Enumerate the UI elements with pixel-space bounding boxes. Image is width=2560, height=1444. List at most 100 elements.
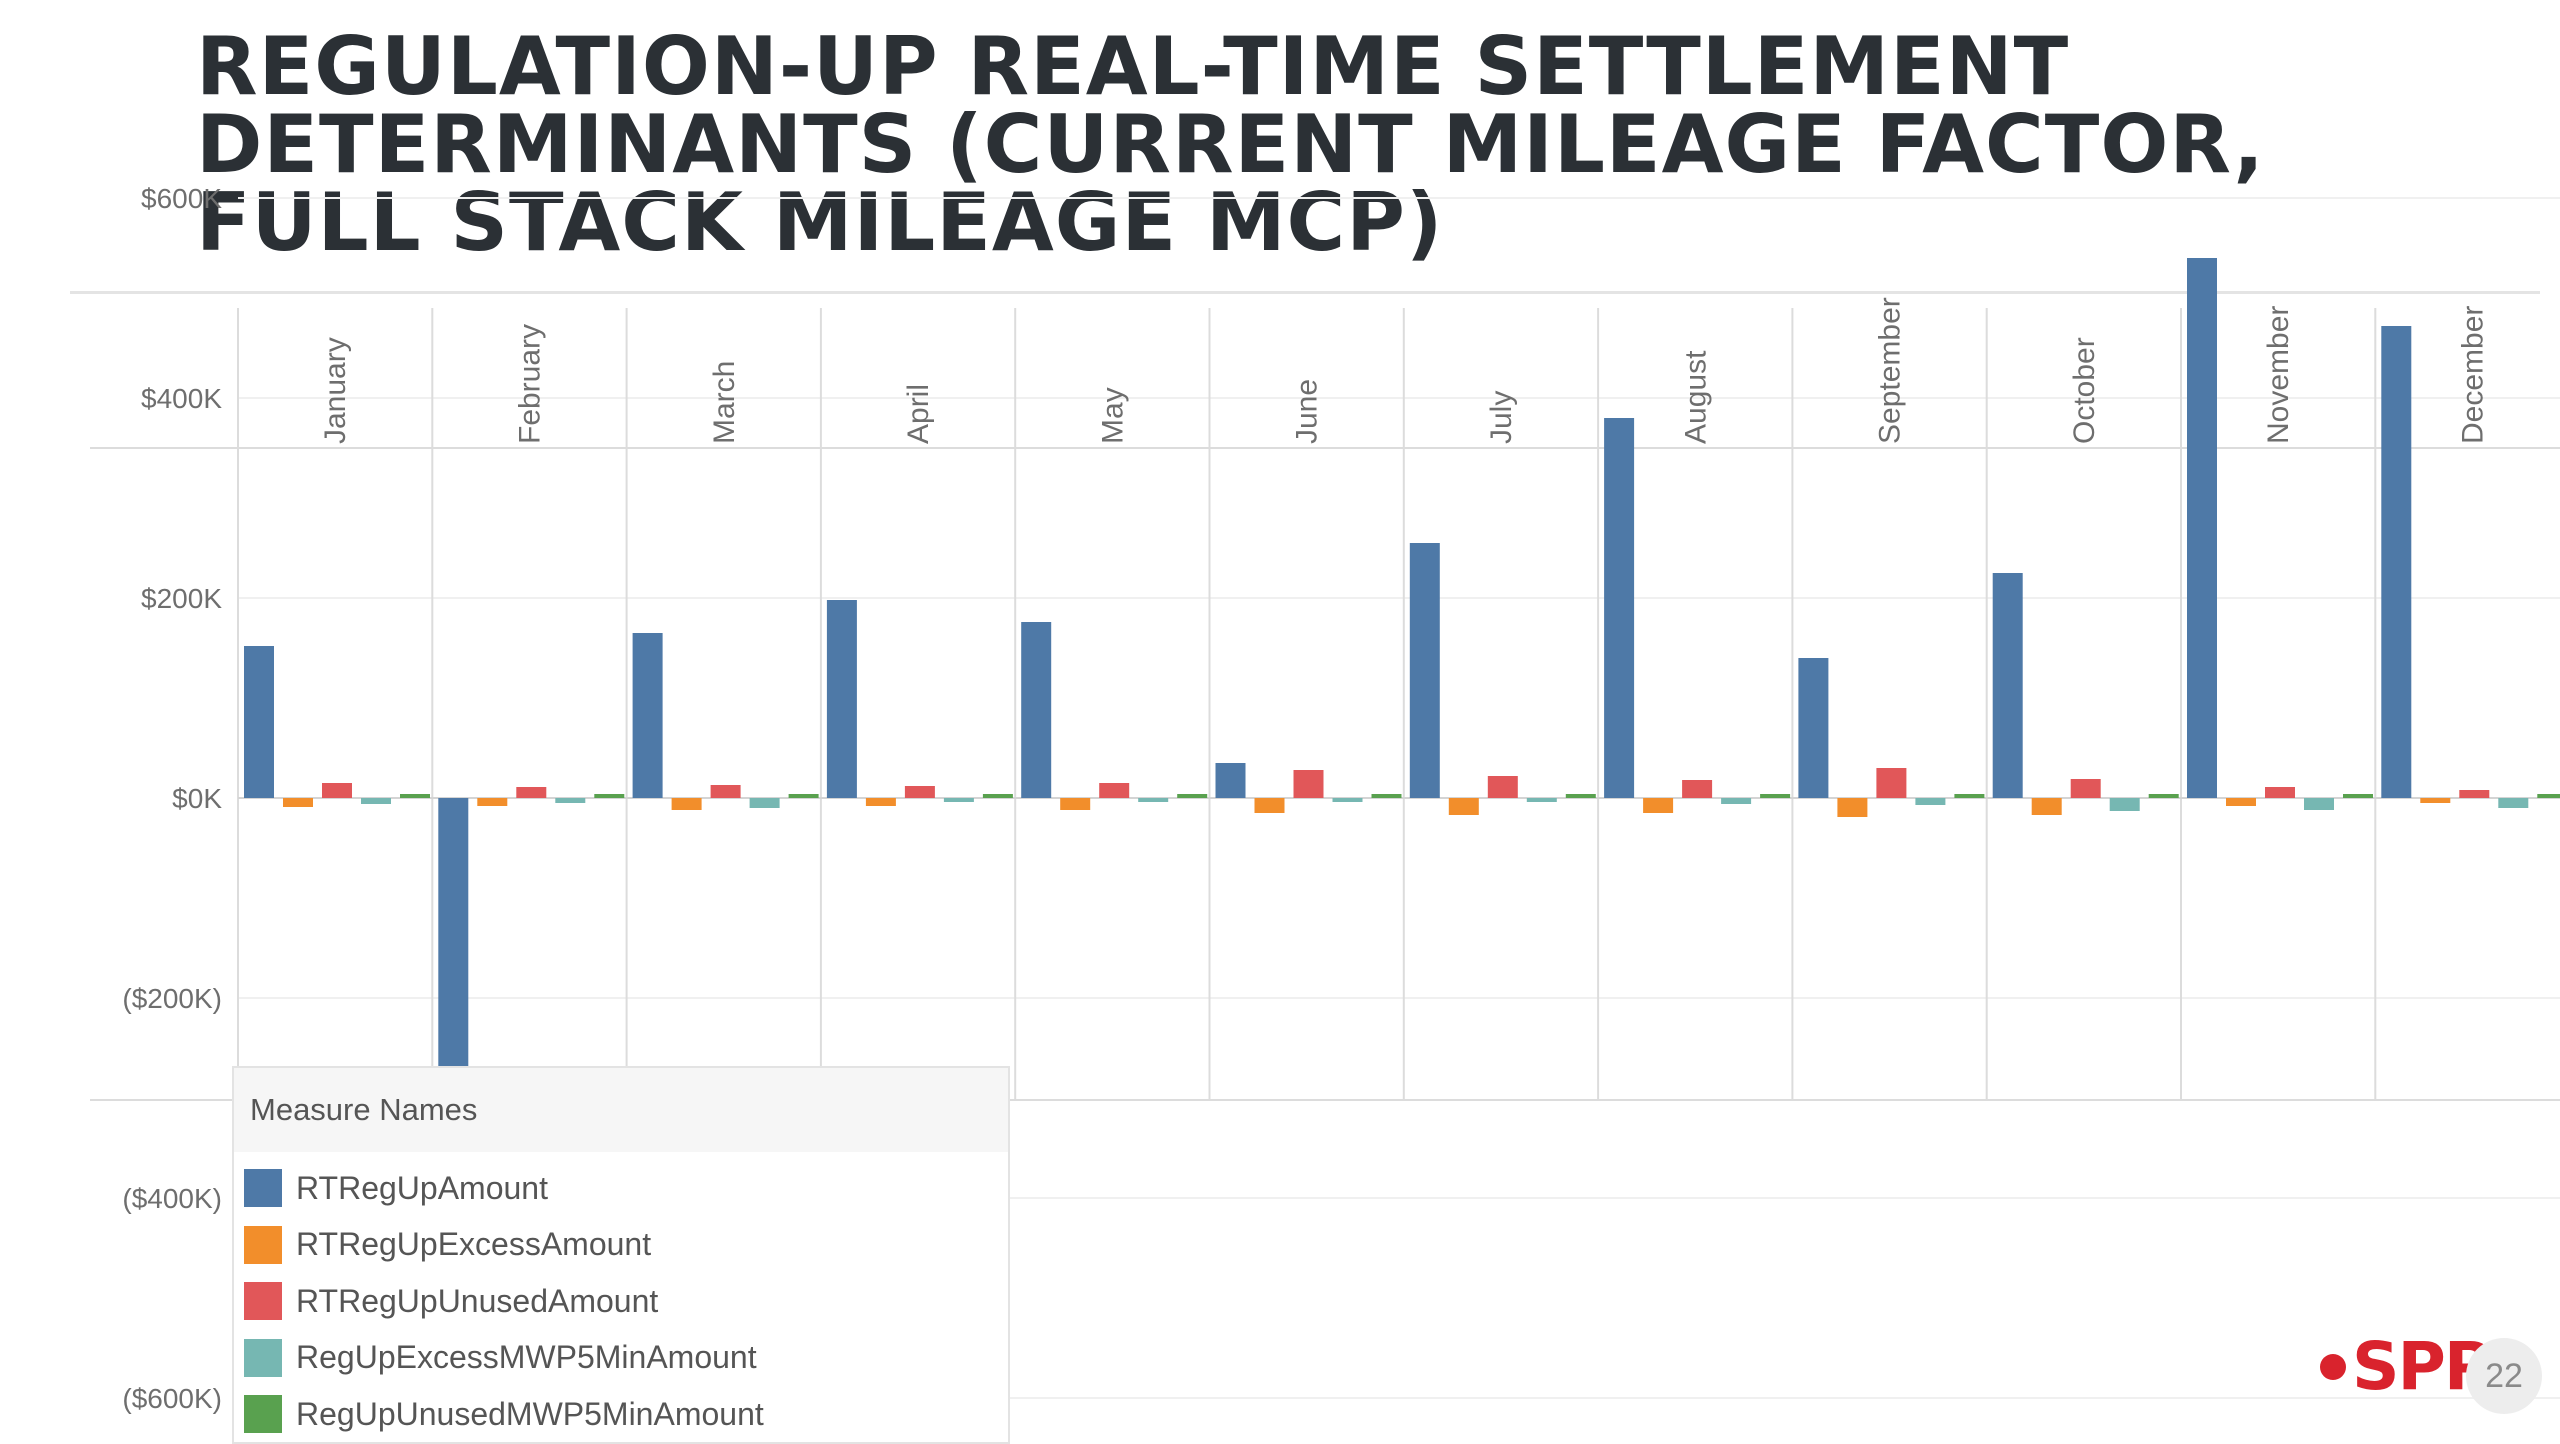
month-label: February [513,324,546,444]
bar [2226,798,2256,806]
legend-item: RTRegUpUnusedAmount [234,1273,1008,1330]
legend-item: RTRegUpAmount [234,1160,1008,1217]
y-tick-label: ($200K) [122,983,222,1014]
bar [400,794,430,798]
bar [904,786,935,798]
bar [2070,779,2101,798]
spp-logo-icon [2320,1354,2346,1380]
month-label: October [2068,337,2101,444]
bar [943,798,974,802]
legend-swatch [244,1282,282,1321]
bar [1254,798,1285,813]
bar [2498,798,2529,808]
bar [322,783,352,798]
bar [1682,780,1713,798]
bar [2031,798,2062,815]
bar [1448,798,1479,815]
bar [1954,794,1985,798]
legend-label: RegUpExcessMWP5MinAmount [296,1339,757,1376]
bar [2420,798,2451,803]
bar [1915,798,1946,805]
bar [1565,794,1596,798]
month-label: January [319,337,352,444]
bar [1021,622,1052,798]
bar [1643,798,1674,813]
spp-logo: SPP [2320,1334,2492,1400]
month-label: December [2456,306,2489,444]
y-tick-label: ($600K) [122,1383,222,1414]
bar [1876,768,1907,798]
bar [555,798,586,803]
legend-items: RTRegUpAmount RTRegUpExcessAmount RTRegUpU… [234,1152,1008,1443]
legend-label: RegUpUnusedMWP5MinAmount [296,1395,764,1432]
y-tick-label: ($400K) [122,1183,222,1214]
bar [2537,794,2560,798]
bar [1177,794,1208,798]
bar [1060,798,1091,810]
legend-item: RTRegUpExcessAmount [234,1217,1008,1274]
y-tick-label: $400K [141,383,222,414]
legend-item: RegUpUnusedMWP5MinAmount [234,1386,1008,1443]
bar [2343,794,2373,798]
bar [671,798,702,810]
bar [1992,573,2023,798]
legend-label: RTRegUpUnusedAmount [296,1282,659,1319]
bar [1798,658,1829,798]
bar [865,798,896,806]
bar [1837,798,1868,817]
bar [516,787,547,798]
bar [982,794,1013,798]
bar [1138,798,1169,802]
bar [477,798,508,806]
bar [283,798,313,807]
bar [361,798,391,804]
bar [826,600,857,798]
y-tick-label: $600K [141,183,222,214]
bar [244,646,274,798]
y-tick-label: $200K [141,583,222,614]
bar [1760,794,1791,798]
month-label: August [1679,350,1712,444]
bar [1099,783,1130,798]
bar [2304,798,2334,810]
y-tick-label: $0K [172,783,222,814]
bar [438,798,469,1100]
bar [1332,798,1363,802]
bar [1409,543,1440,798]
bar [710,785,741,798]
bar [2459,790,2490,798]
month-label: May [1096,387,1129,444]
legend-item: RegUpExcessMWP5MinAmount [234,1330,1008,1387]
bar [788,794,819,798]
month-label: November [2262,306,2295,444]
bar [1604,418,1635,798]
bar [1293,770,1324,798]
bar [2381,326,2412,798]
legend-label: RTRegUpAmount [296,1169,548,1206]
bar [2148,794,2179,798]
page-number: 22 [2466,1338,2542,1414]
legend-swatch [244,1169,282,1208]
bar [632,633,663,798]
legend-swatch [244,1225,282,1264]
bar [1526,798,1557,802]
legend-swatch [244,1395,282,1434]
month-label: April [902,384,935,444]
month-label: September [1874,297,1907,444]
bar [594,794,625,798]
month-label: July [1485,391,1518,444]
bar [1721,798,1752,804]
month-label: March [708,361,741,444]
bar [1215,763,1246,798]
title-divider [70,291,2540,294]
legend-swatch [244,1338,282,1377]
bar [2187,258,2217,798]
legend-title: Measure Names [234,1068,1008,1152]
bar [2109,798,2140,811]
bar [749,798,780,808]
bar [1487,776,1518,798]
bar [1371,794,1402,798]
legend: Measure Names RTRegUpAmount RTRegUpExcess… [232,1066,1010,1444]
legend-label: RTRegUpExcessAmount [296,1226,652,1263]
